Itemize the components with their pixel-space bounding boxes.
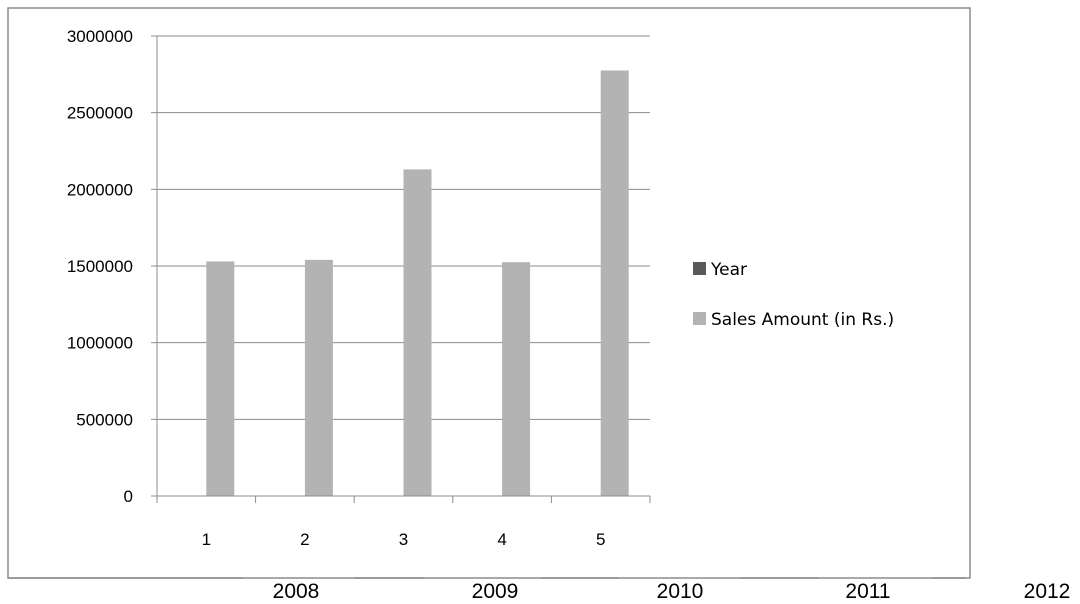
x-tick-label: 4: [497, 530, 506, 549]
y-tick-label: 2500000: [67, 104, 133, 123]
y-tick-label: 0: [124, 487, 133, 506]
bar-sales: [403, 169, 432, 496]
bar-sales: [206, 261, 235, 496]
y-tick-labels: 0 500000 1000000 1500000 2000000 2500000 30000…: [67, 27, 133, 506]
y-tick-label: 3000000: [67, 27, 133, 46]
year-label: 2010: [657, 580, 704, 603]
chart-border: [7, 7, 971, 579]
year-row: 2008 2009 2010 2011 2012: [8, 577, 1071, 603]
y-tick-label: 500000: [76, 410, 133, 429]
year-label: 2009: [472, 580, 519, 603]
legend-swatch: [693, 262, 706, 275]
axes: [151, 35, 651, 503]
year-label: 2008: [273, 580, 320, 603]
legend-label: Sales Amount (in Rs.): [711, 310, 894, 330]
legend-label: Year: [710, 260, 747, 280]
x-tick-label: 3: [399, 530, 408, 549]
x-tick-label: 5: [596, 530, 605, 549]
bar-sales: [502, 262, 531, 496]
legend-swatch: [693, 312, 706, 325]
x-tick-label: 2: [300, 530, 309, 549]
x-tick-label: 1: [202, 530, 211, 549]
bars: [178, 70, 629, 496]
bar-sales: [304, 259, 333, 496]
x-tick-labels: 1 2 3 4 5: [202, 530, 606, 549]
y-tick-label: 2000000: [67, 180, 133, 199]
y-tick-label: 1500000: [67, 257, 133, 276]
bar-sales: [600, 70, 629, 496]
year-label: 2011: [845, 580, 890, 603]
y-tick-label: 1000000: [67, 334, 133, 353]
year-label: 2012: [1024, 580, 1071, 603]
legend: Year Sales Amount (in Rs.): [693, 260, 894, 330]
